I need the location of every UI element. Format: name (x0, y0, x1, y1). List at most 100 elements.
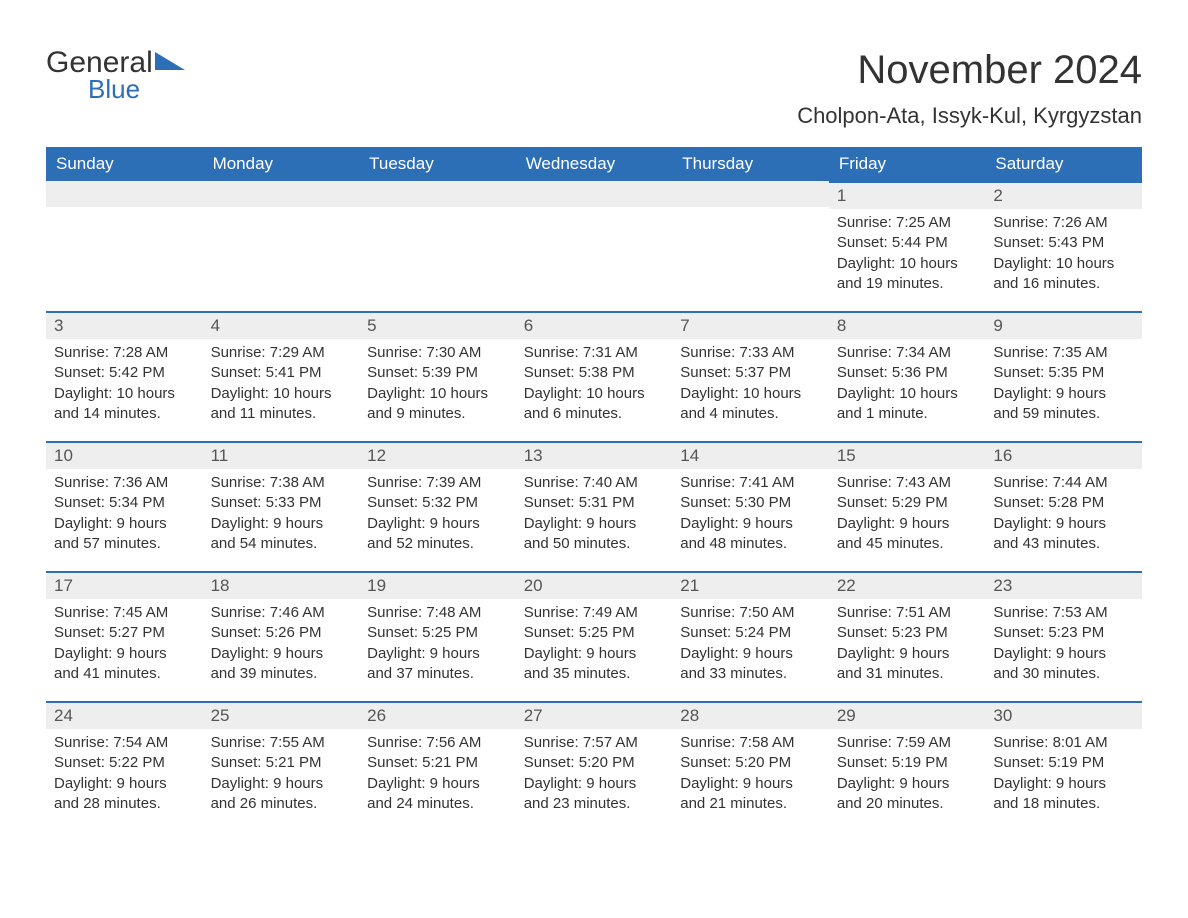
sunrise-label: Sunrise: (680, 604, 735, 621)
sunset-line: Sunset: 5:31 PM (524, 493, 665, 513)
sunrise-line: Sunrise: 7:26 AM (993, 213, 1134, 233)
logo-flag-icon (155, 48, 189, 78)
sunset-label: Sunset: (993, 494, 1044, 511)
sunrise-label: Sunrise: (680, 734, 735, 751)
calendar-day: 30Sunrise: 8:01 AMSunset: 5:19 PMDayligh… (985, 701, 1142, 831)
day-number: 19 (359, 571, 516, 599)
sunset-label: Sunset: (54, 494, 105, 511)
calendar-day: 9Sunrise: 7:35 AMSunset: 5:35 PMDaylight… (985, 311, 1142, 441)
day-number: 25 (203, 701, 360, 729)
sunrise-line: Sunrise: 7:46 AM (211, 603, 352, 623)
daylight-line: Daylight: 9 hours and 28 minutes. (54, 774, 195, 815)
daylight-label: Daylight: (837, 645, 895, 662)
daylight-line: Daylight: 10 hours and 14 minutes. (54, 384, 195, 425)
day-number: 24 (46, 701, 203, 729)
location: Cholpon-Ata, Issyk-Kul, Kyrgyzstan (797, 103, 1142, 129)
sunset-line: Sunset: 5:29 PM (837, 493, 978, 513)
empty-daynum-row (516, 181, 673, 207)
sunrise-label: Sunrise: (837, 344, 892, 361)
daylight-label: Daylight: (993, 775, 1051, 792)
sunset-label: Sunset: (837, 754, 888, 771)
sunrise-value: 7:46 AM (270, 604, 325, 621)
calendar-day: 1Sunrise: 7:25 AMSunset: 5:44 PMDaylight… (829, 181, 986, 311)
day-body: Sunrise: 7:40 AMSunset: 5:31 PMDaylight:… (516, 469, 673, 562)
daylight-label: Daylight: (54, 775, 112, 792)
day-body: Sunrise: 7:59 AMSunset: 5:19 PMDaylight:… (829, 729, 986, 822)
sunset-line: Sunset: 5:21 PM (211, 753, 352, 773)
sunrise-line: Sunrise: 7:59 AM (837, 733, 978, 753)
sunrise-line: Sunrise: 7:50 AM (680, 603, 821, 623)
day-body: Sunrise: 7:33 AMSunset: 5:37 PMDaylight:… (672, 339, 829, 432)
sunset-line: Sunset: 5:28 PM (993, 493, 1134, 513)
day-number: 14 (672, 441, 829, 469)
sunset-label: Sunset: (837, 624, 888, 641)
sunrise-value: 7:25 AM (896, 214, 951, 231)
weekday-header: Wednesday (516, 147, 673, 181)
daylight-label: Daylight: (680, 645, 738, 662)
sunset-value: 5:41 PM (266, 364, 322, 381)
daylight-label: Daylight: (211, 645, 269, 662)
daylight-line: Daylight: 9 hours and 33 minutes. (680, 644, 821, 685)
sunrise-label: Sunrise: (837, 734, 892, 751)
sunrise-value: 7:28 AM (113, 344, 168, 361)
sunrise-value: 7:38 AM (270, 474, 325, 491)
sunset-line: Sunset: 5:37 PM (680, 363, 821, 383)
daylight-label: Daylight: (211, 775, 269, 792)
sunset-line: Sunset: 5:30 PM (680, 493, 821, 513)
day-body: Sunrise: 7:26 AMSunset: 5:43 PMDaylight:… (985, 209, 1142, 302)
daylight-label: Daylight: (367, 775, 425, 792)
sunset-line: Sunset: 5:35 PM (993, 363, 1134, 383)
sunset-value: 5:23 PM (1048, 624, 1104, 641)
day-body: Sunrise: 7:48 AMSunset: 5:25 PMDaylight:… (359, 599, 516, 692)
calendar-day: 7Sunrise: 7:33 AMSunset: 5:37 PMDaylight… (672, 311, 829, 441)
sunset-line: Sunset: 5:34 PM (54, 493, 195, 513)
calendar-empty (516, 181, 673, 311)
calendar-day: 15Sunrise: 7:43 AMSunset: 5:29 PMDayligh… (829, 441, 986, 571)
sunset-line: Sunset: 5:25 PM (367, 623, 508, 643)
sunset-line: Sunset: 5:32 PM (367, 493, 508, 513)
sunset-value: 5:27 PM (109, 624, 165, 641)
day-body: Sunrise: 7:35 AMSunset: 5:35 PMDaylight:… (985, 339, 1142, 432)
sunset-value: 5:39 PM (422, 364, 478, 381)
sunrise-value: 7:57 AM (583, 734, 638, 751)
weekday-header: Saturday (985, 147, 1142, 181)
sunrise-label: Sunrise: (211, 734, 266, 751)
daylight-line: Daylight: 9 hours and 20 minutes. (837, 774, 978, 815)
sunrise-line: Sunrise: 7:33 AM (680, 343, 821, 363)
daylight-line: Daylight: 9 hours and 26 minutes. (211, 774, 352, 815)
sunrise-value: 7:36 AM (113, 474, 168, 491)
calendar-day: 6Sunrise: 7:31 AMSunset: 5:38 PMDaylight… (516, 311, 673, 441)
sunrise-line: Sunrise: 8:01 AM (993, 733, 1134, 753)
day-body: Sunrise: 7:44 AMSunset: 5:28 PM Daylight:… (985, 469, 1142, 562)
sunrise-line: Sunrise: 7:44 AM (993, 473, 1134, 493)
day-body: Sunrise: 7:29 AMSunset: 5:41 PMDaylight:… (203, 339, 360, 432)
sunset-value: 5:36 PM (892, 364, 948, 381)
sunset-line: Sunset: 5:27 PM (54, 623, 195, 643)
daylight-label: Daylight: (993, 645, 1051, 662)
calendar-day: 3Sunrise: 7:28 AMSunset: 5:42 PMDaylight… (46, 311, 203, 441)
sunset-label: Sunset: (993, 624, 1044, 641)
sunset-label: Sunset: (54, 754, 105, 771)
sunset-value: 5:43 PM (1048, 234, 1104, 251)
daylight-line: Daylight: 9 hours and 45 minutes. (837, 514, 978, 555)
sunrise-value: 7:30 AM (426, 344, 481, 361)
day-body: Sunrise: 7:30 AMSunset: 5:39 PMDaylight:… (359, 339, 516, 432)
sunrise-label: Sunrise: (680, 474, 735, 491)
sunrise-value: 7:48 AM (426, 604, 481, 621)
daylight-label: Daylight: (993, 515, 1051, 532)
sunset-line: Sunset: 5:19 PM (837, 753, 978, 773)
title-block: November 2024 Cholpon-Ata, Issyk-Kul, Ky… (797, 48, 1142, 129)
sunset-value: 5:31 PM (579, 494, 635, 511)
daylight-line: Daylight: 10 hours and 16 minutes. (993, 254, 1134, 295)
sunset-value: 5:20 PM (735, 754, 791, 771)
sunrise-value: 7:39 AM (426, 474, 481, 491)
daylight-label: Daylight: (837, 385, 895, 402)
sunset-label: Sunset: (993, 754, 1044, 771)
day-number: 23 (985, 571, 1142, 599)
sunset-value: 5:34 PM (109, 494, 165, 511)
day-body: Sunrise: 7:57 AMSunset: 5:20 PMDaylight:… (516, 729, 673, 822)
sunset-label: Sunset: (993, 364, 1044, 381)
sunset-value: 5:35 PM (1048, 364, 1104, 381)
sunrise-label: Sunrise: (211, 474, 266, 491)
sunset-label: Sunset: (211, 364, 262, 381)
